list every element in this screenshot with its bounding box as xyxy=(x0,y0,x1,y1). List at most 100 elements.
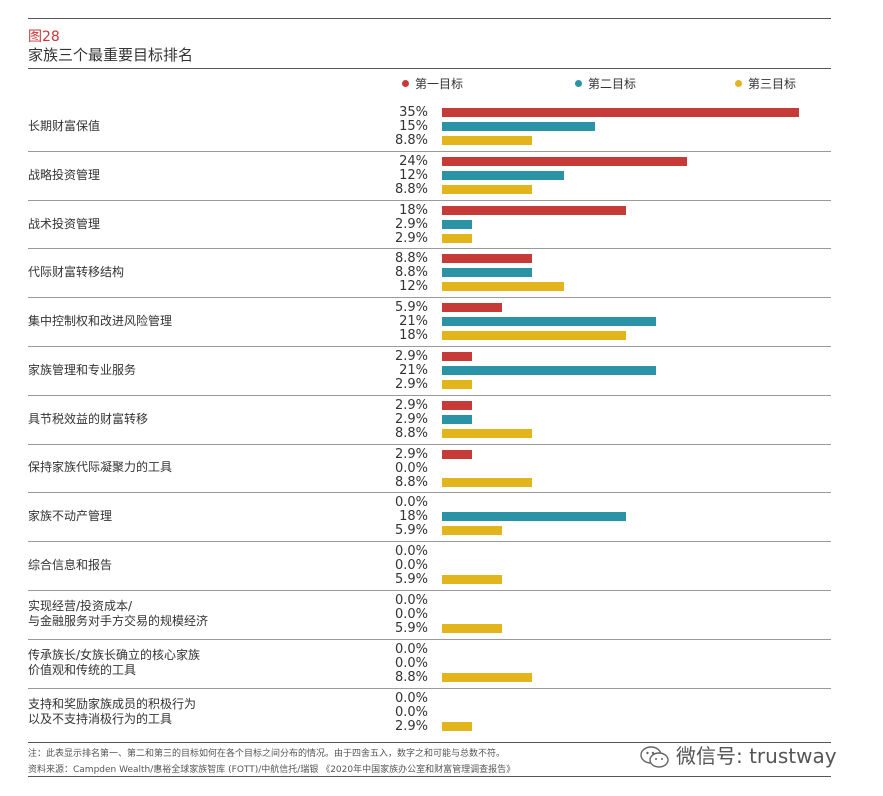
row-separator xyxy=(28,590,831,591)
category-label: 综合信息和报告 xyxy=(28,558,113,572)
value-label-second: 0.0% xyxy=(394,558,428,573)
bar-first xyxy=(442,108,799,117)
legend-dot-first xyxy=(402,80,409,87)
value-label-third: 5.9% xyxy=(394,572,428,587)
legend-first: 第一目标 xyxy=(402,75,463,92)
row-separator xyxy=(28,151,831,152)
value-label-third: 8.8% xyxy=(394,182,428,197)
value-label-second: 15% xyxy=(399,119,428,134)
value-label-second: 0.0% xyxy=(394,607,428,622)
legend-third-label: 第三目标 xyxy=(748,77,797,91)
category-label: 战略投资管理 xyxy=(28,168,101,182)
value-label-third: 5.9% xyxy=(394,621,428,636)
value-label-first: 2.9% xyxy=(394,398,428,413)
bar-first xyxy=(442,450,472,459)
legend-dot-second xyxy=(575,80,582,87)
row-separator xyxy=(28,639,831,640)
legend-second: 第二目标 xyxy=(575,75,636,92)
row-separator xyxy=(28,541,831,542)
value-label-third: 5.9% xyxy=(394,523,428,538)
category-label: 实现经营/投资成本/与金融服务对手方交易的规模经济 xyxy=(28,599,209,628)
bar-third xyxy=(442,624,503,633)
bar-first xyxy=(442,303,503,312)
value-label-second: 18% xyxy=(399,509,428,524)
bar-third xyxy=(442,722,472,731)
bar-third xyxy=(442,234,472,243)
value-label-second: 12% xyxy=(399,168,428,183)
row-separator xyxy=(28,492,831,493)
value-label-first: 0.0% xyxy=(394,691,428,706)
bar-third xyxy=(442,185,532,194)
value-label-second: 0.0% xyxy=(394,656,428,671)
wechat-icon xyxy=(640,745,670,774)
value-label-first: 2.9% xyxy=(394,349,428,364)
watermark-text: 微信号: trustway xyxy=(676,744,837,768)
value-label-third: 2.9% xyxy=(394,377,428,392)
bar-third xyxy=(442,136,532,145)
value-label-first: 18% xyxy=(399,203,428,218)
category-label: 代际财富转移结构 xyxy=(28,265,125,279)
bar-second xyxy=(442,317,657,326)
bar-third xyxy=(442,526,503,535)
legend-third: 第三目标 xyxy=(735,75,796,92)
bar-third xyxy=(442,380,472,389)
row-separator xyxy=(28,444,831,445)
category-label: 保持家族代际凝聚力的工具 xyxy=(28,460,173,474)
value-label-first: 24% xyxy=(399,154,428,169)
value-label-second: 0.0% xyxy=(394,461,428,476)
category-label: 长期财富保值 xyxy=(28,119,101,133)
value-label-second: 8.8% xyxy=(394,265,428,280)
bar-first xyxy=(442,352,472,361)
bar-second xyxy=(442,171,565,180)
bar-first xyxy=(442,254,532,263)
bottom-rule xyxy=(28,742,831,743)
bar-first xyxy=(442,206,626,215)
value-label-third: 8.8% xyxy=(394,133,428,148)
value-label-third: 18% xyxy=(399,328,428,343)
category-label: 战术投资管理 xyxy=(28,217,101,231)
bar-second xyxy=(442,366,657,375)
value-label-first: 0.0% xyxy=(394,593,428,608)
bar-third xyxy=(442,575,503,584)
value-label-first: 0.0% xyxy=(394,544,428,559)
row-separator xyxy=(28,248,831,249)
value-label-second: 0.0% xyxy=(394,705,428,720)
legend-first-label: 第一目标 xyxy=(415,77,464,91)
value-label-first: 35% xyxy=(399,105,428,120)
bar-third xyxy=(442,478,532,487)
value-label-second: 2.9% xyxy=(394,217,428,232)
category-label: 家族不动产管理 xyxy=(28,509,113,523)
watermark: 微信号: trustway xyxy=(640,740,837,774)
row-separator xyxy=(28,688,831,689)
bar-second xyxy=(442,268,532,277)
figure-title: 家族三个最重要目标排名 xyxy=(28,46,194,64)
value-label-second: 2.9% xyxy=(394,412,428,427)
value-label-third: 12% xyxy=(399,279,428,294)
value-label-first: 2.9% xyxy=(394,447,428,462)
source-note: 资料来源：Campden Wealth/惠裕全球家族智库 (FOTT)/中航信托… xyxy=(28,765,516,775)
bar-first xyxy=(442,401,472,410)
value-label-second: 21% xyxy=(399,314,428,329)
legend-second-label: 第二目标 xyxy=(588,77,637,91)
row-separator xyxy=(28,200,831,201)
bar-first xyxy=(442,157,687,166)
category-label: 传承族长/女族长确立的核心家族 价值观和传统的工具 xyxy=(28,648,201,677)
value-label-first: 5.9% xyxy=(394,300,428,315)
bar-third xyxy=(442,331,626,340)
value-label-third: 8.8% xyxy=(394,426,428,441)
category-label: 具节税效益的财富转移 xyxy=(28,412,149,426)
bar-second xyxy=(442,220,472,229)
category-label: 支持和奖励家族成员的积极行为 以及不支持消极行为的工具 xyxy=(28,697,197,726)
row-separator xyxy=(28,395,831,396)
bar-third xyxy=(442,282,565,291)
figure-label: 图28 xyxy=(28,29,60,45)
legend-dot-third xyxy=(735,80,742,87)
bar-second xyxy=(442,415,472,424)
row-separator xyxy=(28,297,831,298)
figure-end-rule xyxy=(28,776,831,777)
value-label-third: 2.9% xyxy=(394,231,428,246)
row-separator xyxy=(28,346,831,347)
bar-second xyxy=(442,512,626,521)
value-label-third: 2.9% xyxy=(394,719,428,734)
title-rule xyxy=(28,68,831,69)
